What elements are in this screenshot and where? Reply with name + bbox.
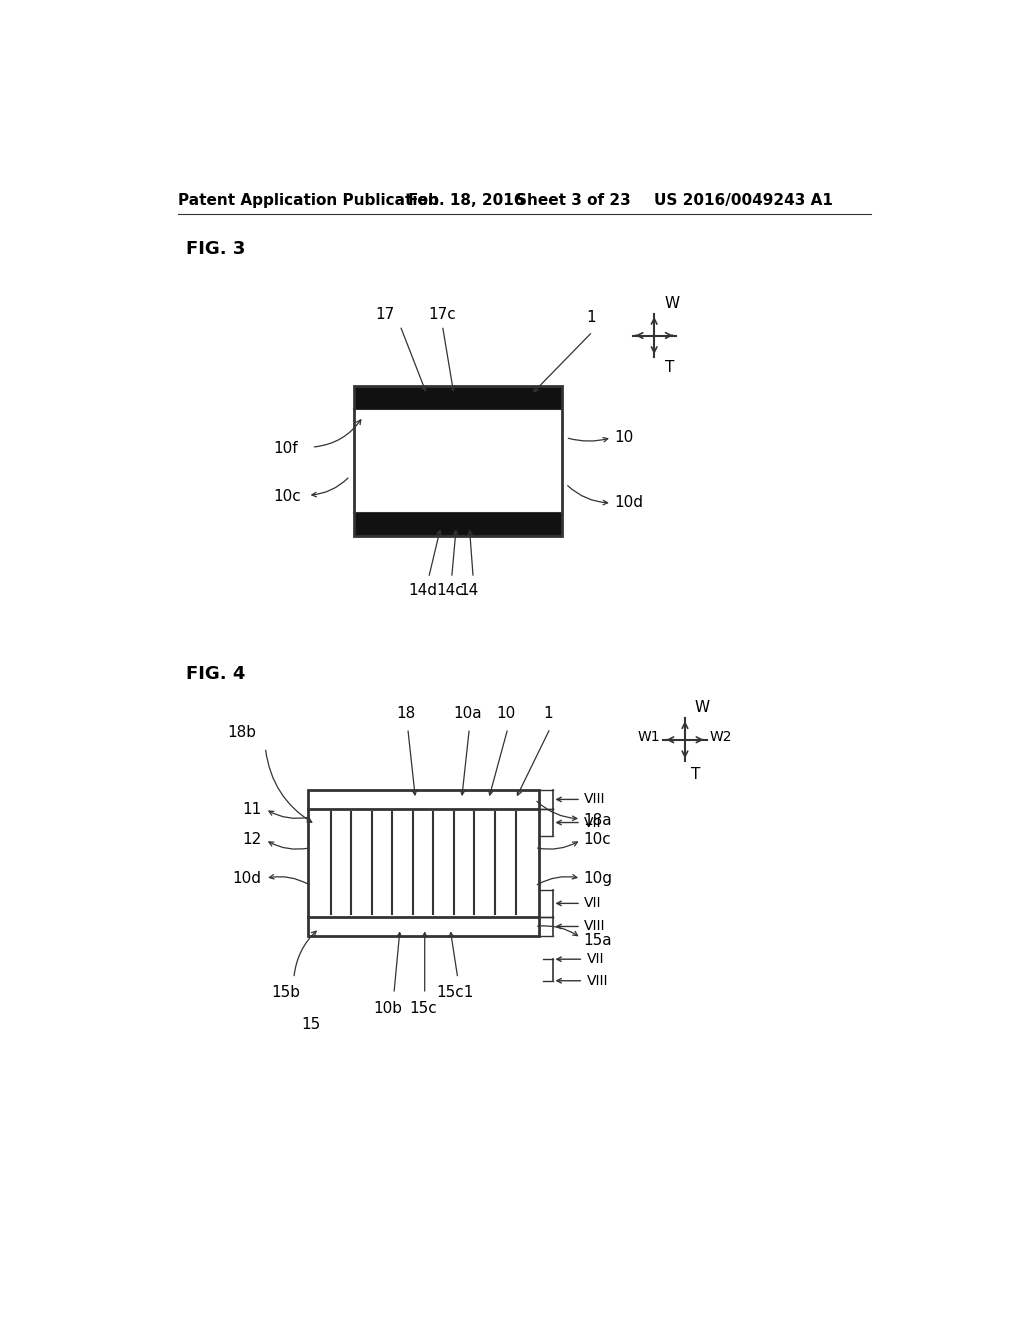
- Text: 15b: 15b: [271, 985, 301, 1001]
- Text: VII: VII: [584, 816, 601, 829]
- Text: 10d: 10d: [232, 871, 261, 886]
- Text: 10c: 10c: [273, 490, 301, 504]
- Text: VIII: VIII: [587, 974, 608, 987]
- Text: 18: 18: [396, 705, 416, 721]
- Bar: [307, 789, 539, 936]
- Text: 10c: 10c: [584, 833, 611, 847]
- Text: T: T: [691, 767, 700, 783]
- Text: 17: 17: [375, 308, 394, 322]
- Text: 11: 11: [243, 801, 261, 817]
- Text: 10b: 10b: [373, 1001, 402, 1016]
- Text: 15c: 15c: [410, 1001, 437, 1016]
- Text: W: W: [665, 296, 680, 312]
- Text: 14d: 14d: [409, 583, 437, 598]
- Text: 1: 1: [543, 705, 553, 721]
- Text: 10g: 10g: [584, 871, 612, 886]
- Text: VIII: VIII: [584, 792, 605, 807]
- Text: FIG. 4: FIG. 4: [186, 665, 246, 684]
- Text: VII: VII: [584, 896, 601, 911]
- Text: VII: VII: [587, 952, 604, 966]
- Text: 15c1: 15c1: [437, 985, 474, 1001]
- Bar: [307, 789, 539, 936]
- Text: 14c: 14c: [436, 583, 464, 598]
- Text: W: W: [694, 700, 710, 715]
- Bar: [354, 385, 562, 536]
- Text: 10a: 10a: [454, 705, 482, 721]
- Text: Feb. 18, 2016: Feb. 18, 2016: [408, 193, 524, 209]
- Bar: [307, 789, 539, 936]
- Text: FIG. 3: FIG. 3: [186, 240, 246, 259]
- Text: 10f: 10f: [273, 441, 298, 457]
- Text: T: T: [665, 360, 675, 375]
- Text: 15: 15: [301, 1016, 321, 1032]
- Text: 15a: 15a: [584, 933, 612, 948]
- Text: Patent Application Publication: Patent Application Publication: [178, 193, 439, 209]
- Text: VIII: VIII: [584, 920, 605, 933]
- Text: 12: 12: [243, 833, 261, 847]
- Text: 10d: 10d: [614, 495, 643, 511]
- Bar: [354, 385, 562, 536]
- Text: W2: W2: [710, 730, 732, 743]
- Text: 18b: 18b: [227, 725, 257, 739]
- Text: US 2016/0049243 A1: US 2016/0049243 A1: [654, 193, 834, 209]
- Text: 10: 10: [497, 705, 516, 721]
- Text: W1: W1: [638, 730, 660, 743]
- Text: Sheet 3 of 23: Sheet 3 of 23: [515, 193, 631, 209]
- Text: 10: 10: [614, 430, 634, 445]
- Text: 14: 14: [459, 583, 478, 598]
- Text: 18a: 18a: [584, 813, 612, 829]
- Text: 17c: 17c: [428, 308, 457, 322]
- Bar: [354, 512, 562, 536]
- Text: 1: 1: [586, 310, 596, 326]
- Bar: [354, 385, 562, 409]
